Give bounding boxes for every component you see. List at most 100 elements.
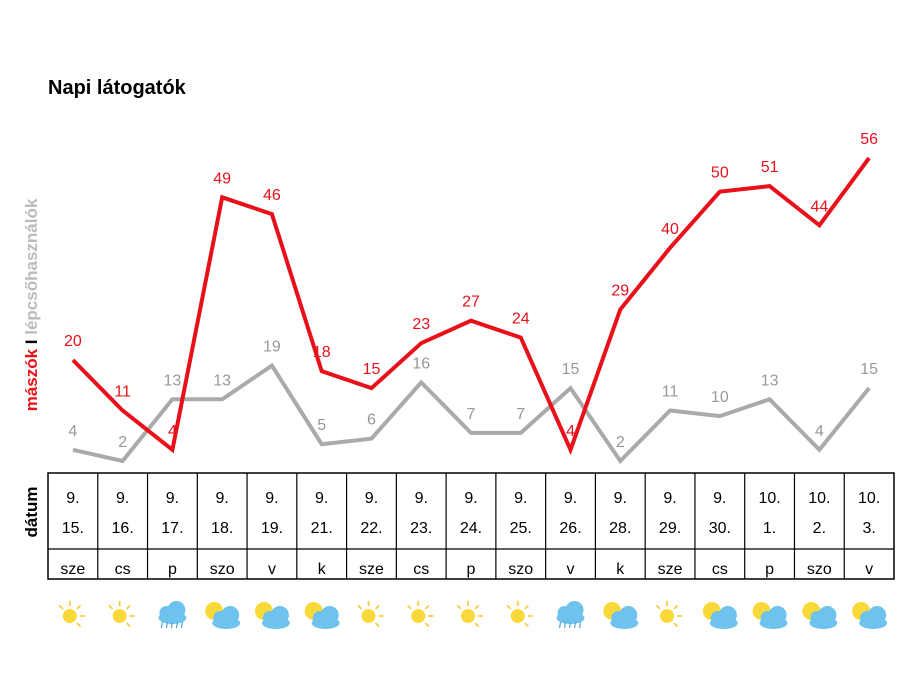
rain-cloud-icon (158, 601, 187, 629)
sun-cloud-icon (752, 602, 788, 629)
date-day: 19. (261, 520, 283, 537)
rain-cloud-icon (556, 601, 585, 629)
data-label-stair-users: 11 (662, 384, 679, 401)
data-label-stair-users: 2 (118, 434, 127, 451)
data-label-climbers: 20 (64, 333, 82, 350)
date-day: 3. (862, 520, 875, 537)
sun-cloud-icon (802, 602, 838, 629)
sun-cloud-icon (603, 602, 639, 629)
data-label-stair-users: 5 (317, 417, 326, 434)
data-label-stair-users: 6 (367, 412, 376, 429)
data-label-stair-users: 7 (516, 406, 525, 423)
date-day: 30. (709, 520, 731, 537)
series-lines (71, 156, 871, 465)
date-month: 9. (66, 490, 79, 507)
data-label-stair-users: 2 (616, 434, 625, 451)
data-label-stair-users: 15 (860, 361, 878, 378)
weekday-label: szo (508, 561, 533, 578)
weekday-label: sze (359, 561, 384, 578)
date-month: 10. (758, 490, 780, 507)
y-axis-label-climbers: mászók (22, 348, 41, 411)
data-label-climbers: 44 (810, 198, 828, 215)
series-line-stair-users (72, 362, 871, 465)
date-day: 29. (659, 520, 681, 537)
sun-icon (407, 601, 434, 628)
date-table: 9. 15. sze 9. 16. cs 9. 17. p 9. 18. szo 9. 19. v 9. 21.… (47, 472, 895, 580)
date-day: 26. (559, 520, 581, 537)
date-day: 1. (763, 520, 776, 537)
data-label-stair-users: 10 (711, 389, 729, 406)
weekday-label: sze (658, 561, 683, 578)
data-label-stair-users: 16 (412, 355, 430, 372)
data-label-climbers: 29 (611, 283, 629, 300)
sun-icon (58, 601, 85, 628)
date-day: 23. (410, 520, 432, 537)
weekday-label: cs (712, 561, 728, 578)
series-line-climbers (71, 156, 871, 456)
sun-cloud-icon (702, 602, 738, 629)
data-label-climbers: 56 (860, 131, 878, 148)
date-day: 22. (360, 520, 382, 537)
weekday-label: szo (807, 561, 832, 578)
data-label-climbers: 4 (168, 423, 177, 440)
date-day: 24. (460, 520, 482, 537)
date-month: 9. (116, 490, 129, 507)
sun-icon (506, 601, 533, 628)
weekday-label: cs (115, 561, 131, 578)
data-label-climbers: 15 (363, 361, 381, 378)
sun-cloud-icon (304, 602, 340, 629)
date-day: 2. (813, 520, 826, 537)
data-label-stair-users: 4 (68, 423, 77, 440)
data-label-stair-users: 7 (467, 406, 476, 423)
weekday-label: v (567, 561, 575, 578)
weather-icon-row (58, 601, 888, 629)
weekday-label: p (467, 561, 476, 578)
date-day: 28. (609, 520, 631, 537)
weekday-label: cs (413, 561, 429, 578)
data-label-climbers: 50 (711, 165, 729, 182)
date-month: 9. (216, 490, 229, 507)
weekday-label: sze (60, 561, 85, 578)
data-label-stair-users: 15 (562, 361, 580, 378)
date-month: 9. (663, 490, 676, 507)
date-month: 9. (514, 490, 527, 507)
y-axis-label-separator: I (22, 335, 41, 349)
sun-icon (108, 601, 135, 628)
data-label-climbers: 18 (313, 344, 331, 361)
date-month: 10. (808, 490, 830, 507)
date-month: 9. (166, 490, 179, 507)
weekday-label: v (865, 561, 873, 578)
weekday-label: szo (210, 561, 235, 578)
data-label-stair-users: 19 (263, 339, 281, 356)
data-label-stair-users: 4 (815, 423, 824, 440)
data-label-climbers: 40 (661, 221, 679, 238)
weekday-label: k (616, 561, 625, 578)
y-axis-label: mászók I lépcsőhasználók (22, 198, 41, 411)
data-label-stair-users: 13 (761, 372, 779, 389)
sun-icon (357, 601, 384, 628)
sun-icon (655, 601, 683, 628)
weekday-label: p (168, 561, 177, 578)
date-month: 9. (315, 490, 328, 507)
date-month: 9. (464, 490, 477, 507)
weekday-label: p (765, 561, 774, 578)
data-label-stair-users: 13 (213, 372, 231, 389)
sun-cloud-icon (254, 602, 290, 629)
data-label-climbers: 11 (114, 384, 131, 401)
sun-cloud-icon (205, 602, 241, 629)
data-label-climbers: 24 (512, 311, 530, 328)
date-month: 9. (365, 490, 378, 507)
date-day: 18. (211, 520, 233, 537)
date-day: 17. (161, 520, 183, 537)
data-label-stair-users: 13 (164, 372, 182, 389)
data-label-climbers: 51 (761, 159, 779, 176)
date-day: 15. (62, 520, 84, 537)
date-month: 9. (713, 490, 726, 507)
date-month: 9. (415, 490, 428, 507)
table-row-label: dátum (22, 487, 41, 538)
data-label-climbers: 4 (566, 423, 575, 440)
date-month: 9. (614, 490, 627, 507)
date-month: 10. (858, 490, 880, 507)
